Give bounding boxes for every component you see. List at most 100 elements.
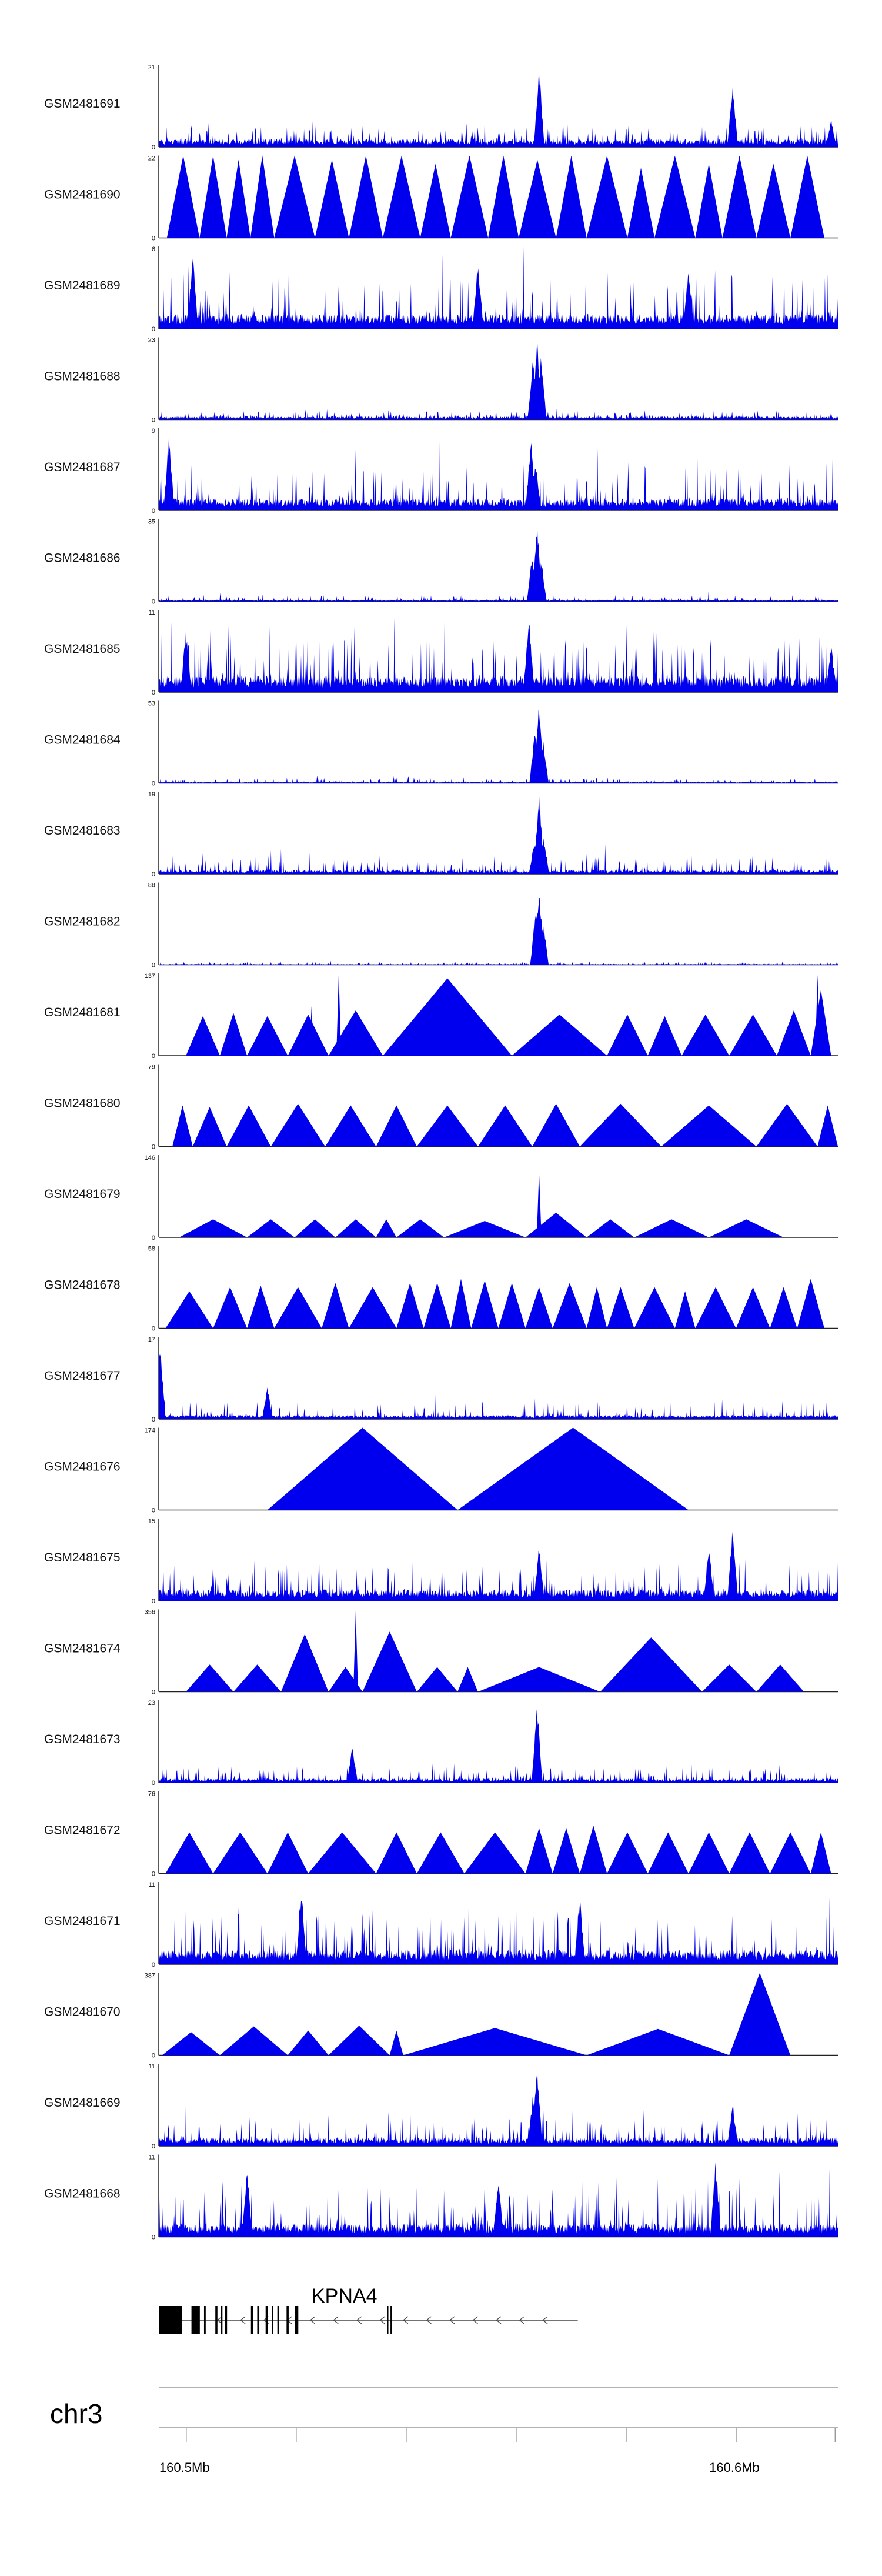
coverage-peak xyxy=(695,163,723,238)
coverage-peak xyxy=(308,1832,376,1874)
coverage-peak xyxy=(586,1219,634,1237)
track-ymax-tick: 22 xyxy=(148,155,155,162)
coverage-area xyxy=(159,1882,838,1964)
track-ymin-tick: 0 xyxy=(152,235,155,242)
coverage-peak xyxy=(464,1832,526,1874)
track-ymax-tick: 137 xyxy=(145,973,155,980)
track-gsm2481668: GSM2481668 11 0 xyxy=(44,2154,838,2241)
gene-model-track: KPNA4 xyxy=(159,2285,578,2334)
coverage-peak xyxy=(274,1287,322,1329)
coverage-peak xyxy=(797,1279,824,1329)
coverage-peak xyxy=(233,1664,281,1692)
track-gsm2481671: GSM2481671 11 0 xyxy=(44,1881,838,1968)
coverage-peak xyxy=(688,1832,730,1874)
track-label: GSM2481674 xyxy=(44,1642,121,1656)
track-gsm2481691: GSM2481691 21 0 xyxy=(44,64,838,151)
strand-arrow xyxy=(496,2316,502,2324)
gene-name-label: KPNA4 xyxy=(312,2285,377,2307)
coverage-peak xyxy=(525,1287,553,1329)
coverage-peak xyxy=(586,155,627,238)
track-label: GSM2481680 xyxy=(44,1097,121,1110)
coverage-peak xyxy=(580,1826,607,1874)
coverage-peak xyxy=(226,1105,271,1147)
track-ymin-tick: 0 xyxy=(152,1689,155,1696)
coverage-peak xyxy=(552,1828,580,1874)
coverage-area xyxy=(159,709,838,783)
coverage-area xyxy=(159,527,838,602)
coverage-peak xyxy=(647,1832,689,1874)
track-label: GSM2481682 xyxy=(44,915,121,929)
coverage-peak xyxy=(736,1287,770,1329)
axis-tick-label: 160.5Mb xyxy=(159,2460,210,2475)
strand-arrow xyxy=(519,2316,524,2324)
track-ymax-tick: 11 xyxy=(149,2154,155,2161)
track-label: GSM2481689 xyxy=(44,279,121,292)
track-gsm2481680: GSM2481680 79 0 xyxy=(44,1064,838,1151)
track-ymin-tick: 0 xyxy=(152,1871,155,1878)
track-ymax-tick: 53 xyxy=(148,700,155,708)
track-ymin-tick: 0 xyxy=(152,1326,155,1333)
coverage-peak xyxy=(488,155,519,238)
track-gsm2481676: GSM2481676 174 0 xyxy=(44,1427,838,1514)
coverage-area xyxy=(159,1354,838,1419)
coverage-peak xyxy=(288,2030,329,2056)
coverage-peak xyxy=(777,1010,811,1056)
coverage-peak xyxy=(328,1010,383,1056)
track-ymax-tick: 88 xyxy=(148,882,155,889)
coverage-peak xyxy=(790,155,824,238)
coverage-peak xyxy=(450,1279,472,1329)
coverage-tracks: GSM2481691210GSM2481690220GSM248168960GS… xyxy=(44,64,838,2241)
coverage-peak xyxy=(532,1103,580,1147)
track-ymin-tick: 0 xyxy=(152,689,155,696)
coverage-spike xyxy=(353,1611,358,1692)
coverage-peak xyxy=(213,1287,248,1329)
track-ymax-tick: 76 xyxy=(148,1791,155,1798)
track-label: GSM2481681 xyxy=(44,1006,121,1019)
coverage-peak xyxy=(722,155,757,238)
coverage-peak xyxy=(288,1015,329,1056)
coverage-area xyxy=(159,1709,838,1783)
coverage-peak xyxy=(186,1016,220,1056)
track-label: GSM2481686 xyxy=(44,552,121,565)
coverage-area xyxy=(159,72,838,147)
coverage-peak xyxy=(519,159,556,238)
gene-exon xyxy=(191,2306,200,2334)
coverage-peak xyxy=(192,1107,227,1147)
track-ymax-tick: 58 xyxy=(148,1246,155,1253)
track-label: GSM2481671 xyxy=(44,1914,121,1928)
coverage-peak xyxy=(607,1287,634,1329)
coverage-peak xyxy=(512,1015,607,1056)
coverage-peak xyxy=(770,1287,797,1329)
gene-exon xyxy=(390,2306,392,2334)
track-gsm2481685: GSM2481685 11 0 xyxy=(44,609,838,696)
track-ymax-tick: 79 xyxy=(148,1064,155,1071)
coverage-peak xyxy=(674,1291,696,1329)
strand-arrow xyxy=(379,2316,385,2324)
coverage-peak xyxy=(709,1219,784,1237)
gene-exon xyxy=(277,2306,279,2334)
track-ymin-tick: 0 xyxy=(152,599,155,606)
coverage-peak xyxy=(376,1832,417,1874)
track-ymin-tick: 0 xyxy=(152,417,155,424)
track-label: GSM2481669 xyxy=(44,2096,121,2110)
coverage-peak xyxy=(383,155,420,238)
track-label: GSM2481683 xyxy=(44,824,121,837)
coverage-peak xyxy=(756,1664,804,1692)
coverage-peak xyxy=(810,990,831,1056)
coverage-area xyxy=(159,2161,838,2237)
coverage-peak xyxy=(729,1973,791,2056)
track-ymax-tick: 356 xyxy=(145,1609,155,1616)
track-ymin-tick: 0 xyxy=(152,144,155,151)
strand-arrow xyxy=(472,2316,478,2324)
track-ymax-tick: 15 xyxy=(148,1518,155,1525)
coverage-peak xyxy=(280,1634,329,1692)
track-ymin-tick: 0 xyxy=(152,780,155,788)
track-gsm2481683: GSM2481683 19 0 xyxy=(44,791,838,878)
coverage-peak xyxy=(525,1213,587,1237)
coverage-peak xyxy=(444,1221,526,1237)
coverage-peak xyxy=(471,1280,499,1329)
track-ymax-tick: 146 xyxy=(145,1154,155,1162)
coverage-peak xyxy=(349,155,383,238)
coverage-peak xyxy=(627,168,655,238)
coverage-spike xyxy=(815,975,820,1056)
